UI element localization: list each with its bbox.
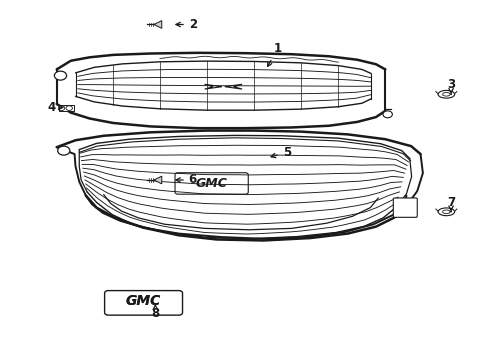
Text: 8: 8 xyxy=(151,304,159,320)
Text: GMC: GMC xyxy=(126,294,161,308)
Circle shape xyxy=(382,111,391,118)
Polygon shape xyxy=(154,176,162,184)
Circle shape xyxy=(58,146,70,155)
FancyBboxPatch shape xyxy=(392,198,416,217)
Ellipse shape xyxy=(437,208,454,216)
Text: GMC: GMC xyxy=(195,177,227,190)
Ellipse shape xyxy=(437,90,454,98)
FancyBboxPatch shape xyxy=(104,291,182,315)
Text: 4: 4 xyxy=(47,101,63,114)
Polygon shape xyxy=(57,53,385,128)
Text: 6: 6 xyxy=(176,174,197,186)
Bar xyxy=(59,105,74,111)
Text: 1: 1 xyxy=(267,42,281,67)
Polygon shape xyxy=(57,131,422,240)
Text: 7: 7 xyxy=(446,196,454,212)
Circle shape xyxy=(54,71,66,80)
Polygon shape xyxy=(154,21,162,28)
Text: 5: 5 xyxy=(270,146,290,159)
Text: 2: 2 xyxy=(176,18,197,31)
Text: GMC: GMC xyxy=(126,294,161,308)
Text: 3: 3 xyxy=(446,78,454,94)
